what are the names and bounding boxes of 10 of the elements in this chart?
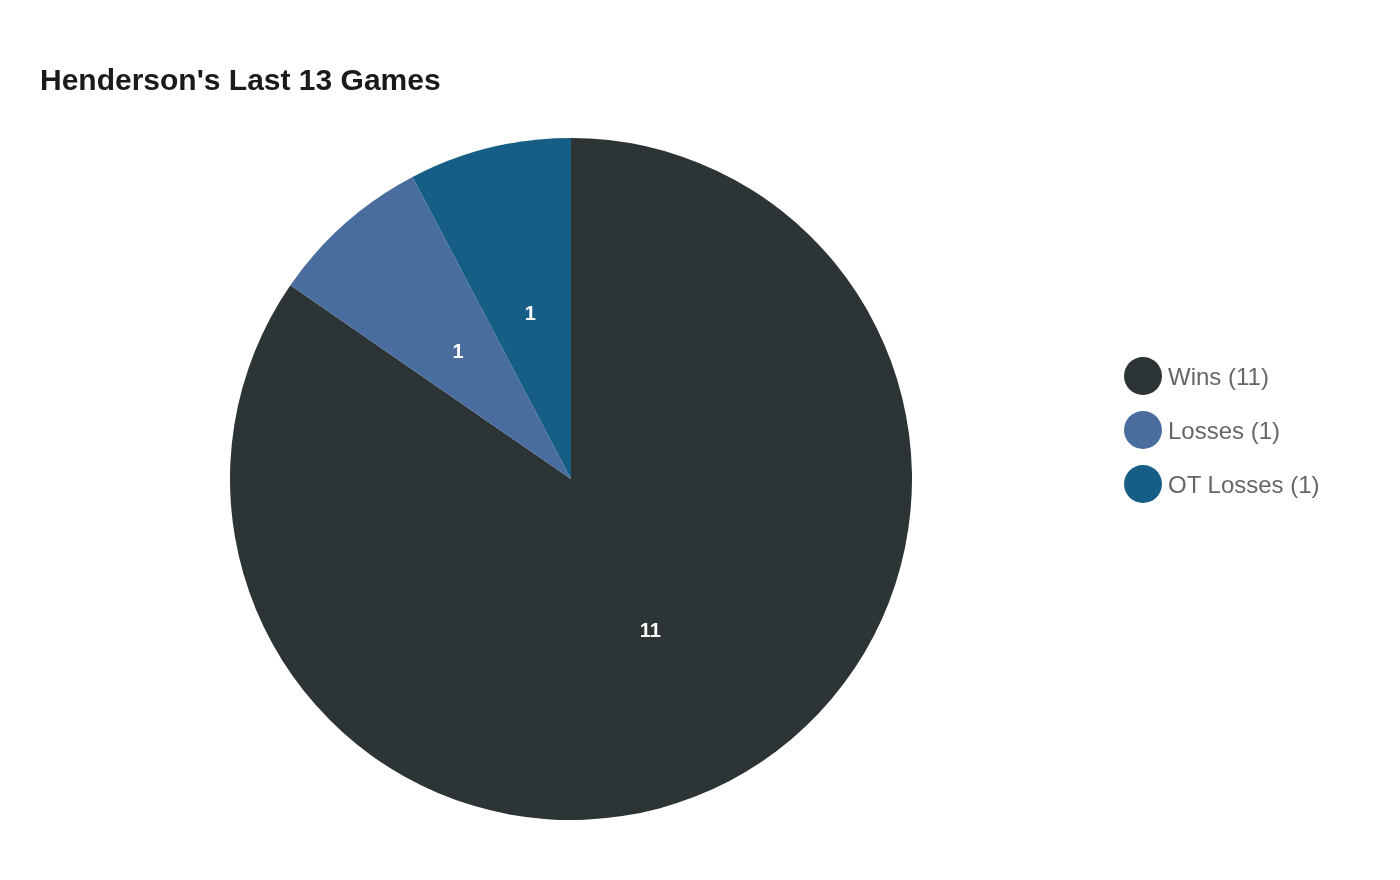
data-label: 1 — [452, 340, 464, 363]
pie-slice — [290, 177, 571, 479]
pie-slice — [230, 138, 912, 820]
pie-slice — [412, 138, 571, 479]
legend-label: Wins (11) — [1168, 362, 1269, 390]
data-label: 1 — [524, 302, 536, 325]
chart-title: Henderson's Last 13 Games — [40, 63, 441, 96]
data-label: 11 — [639, 618, 661, 641]
legend-label: Losses (1) — [1168, 416, 1281, 444]
legend-label: OT Losses (1) — [1168, 470, 1320, 498]
